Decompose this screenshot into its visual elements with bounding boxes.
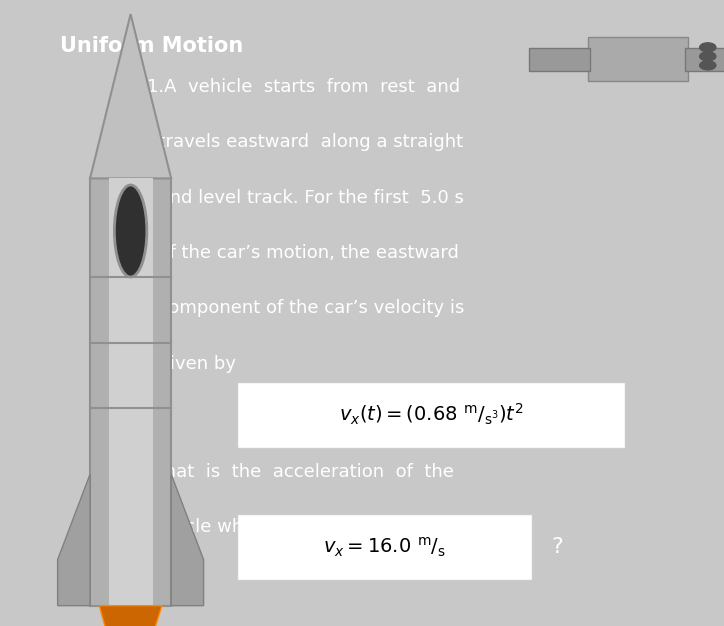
Polygon shape bbox=[58, 475, 90, 606]
FancyBboxPatch shape bbox=[109, 178, 153, 606]
FancyBboxPatch shape bbox=[529, 48, 590, 71]
Text: 1.A  vehicle  starts  from  rest  and: 1.A vehicle starts from rest and bbox=[147, 78, 460, 96]
Text: vehicle when: vehicle when bbox=[147, 518, 266, 536]
Text: of the car’s motion, the eastward: of the car’s motion, the eastward bbox=[147, 244, 459, 262]
Circle shape bbox=[699, 43, 716, 52]
Polygon shape bbox=[90, 14, 171, 178]
FancyBboxPatch shape bbox=[237, 382, 626, 448]
Text: What  is  the  acceleration  of  the: What is the acceleration of the bbox=[147, 463, 454, 481]
Text: given by: given by bbox=[147, 354, 236, 372]
FancyBboxPatch shape bbox=[237, 514, 531, 580]
Text: $v_x(t) = (0.68\ \mathregular{^{m}/_{s^3}})t^2$: $v_x(t) = (0.68\ \mathregular{^{m}/_{s^3… bbox=[339, 402, 524, 428]
Polygon shape bbox=[99, 606, 162, 626]
Text: travels eastward  along a straight: travels eastward along a straight bbox=[147, 133, 463, 151]
Text: $v_x = 16.0\ \mathregular{^{m}/_{s}}$: $v_x = 16.0\ \mathregular{^{m}/_{s}}$ bbox=[323, 535, 446, 558]
FancyBboxPatch shape bbox=[588, 37, 688, 81]
FancyBboxPatch shape bbox=[90, 178, 171, 606]
Text: and level track. For the first  5.0 s: and level track. For the first 5.0 s bbox=[147, 188, 464, 207]
Text: component of the car’s velocity is: component of the car’s velocity is bbox=[147, 299, 464, 317]
Polygon shape bbox=[171, 475, 203, 606]
Circle shape bbox=[114, 185, 147, 277]
Text: ?: ? bbox=[552, 537, 563, 557]
Text: Uniform Motion: Uniform Motion bbox=[60, 36, 243, 56]
FancyBboxPatch shape bbox=[686, 48, 724, 71]
Circle shape bbox=[699, 52, 716, 61]
Circle shape bbox=[699, 61, 716, 70]
